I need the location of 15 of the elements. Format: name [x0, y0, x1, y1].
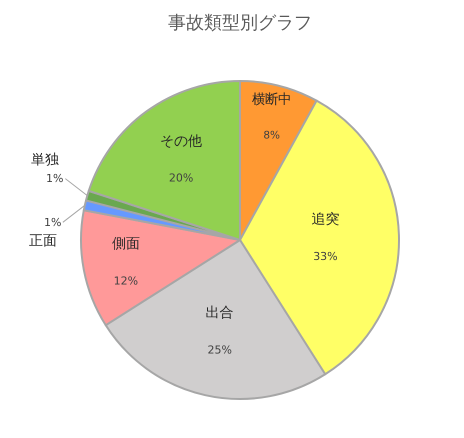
data-label: 1%	[44, 216, 62, 229]
data-label: 1%	[46, 172, 64, 185]
slice-label: 追突	[311, 212, 340, 228]
slice-label: 横断中	[252, 92, 292, 108]
slice-label: 正面	[29, 233, 57, 249]
data-label: 25%	[207, 344, 232, 357]
slice-label: 側面	[112, 236, 140, 252]
slice-label: その他	[160, 133, 202, 150]
data-label: 12%	[114, 274, 138, 288]
slice-label: 出合	[206, 305, 234, 322]
chart-title: 事故類型別グラフ	[168, 12, 312, 34]
data-label: 33%	[313, 250, 338, 264]
slice-label: 単独	[31, 152, 59, 168]
data-label: 8%	[263, 129, 280, 142]
data-label: 20%	[168, 172, 194, 185]
